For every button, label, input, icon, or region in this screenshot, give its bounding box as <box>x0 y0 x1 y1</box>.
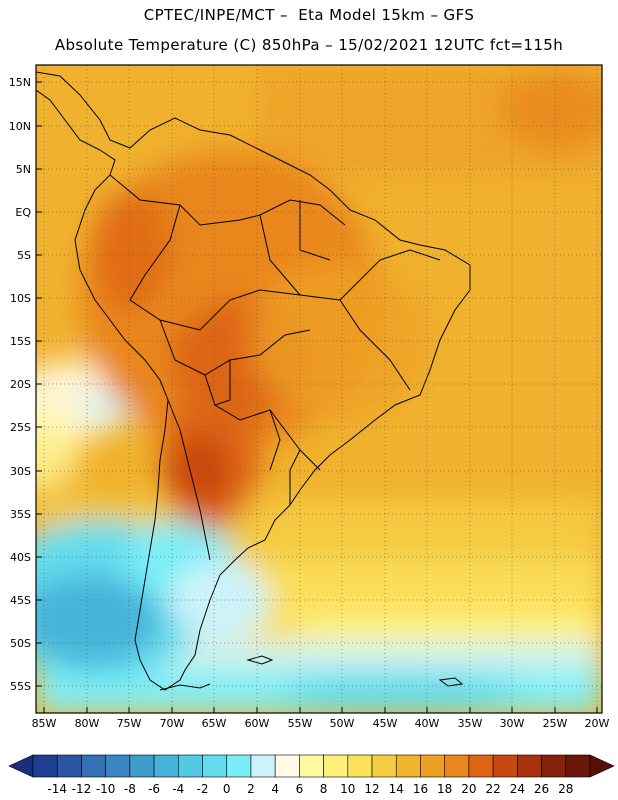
lat-label: 10N <box>9 120 31 133</box>
colorbar-level-label: 28 <box>558 782 573 796</box>
colorbar-level-label: 16 <box>413 782 428 796</box>
colorbar-level-label: 0 <box>223 782 231 796</box>
colorbar-box <box>492 754 518 778</box>
map-frame <box>35 64 603 714</box>
lat-label: 20S <box>10 378 31 391</box>
lat-label: 10S <box>10 292 31 305</box>
lat-label: 25S <box>10 421 31 434</box>
colorbar-box <box>81 754 106 778</box>
latitude-labels: 15N 10N 5N EQ 5S 10S 15S 20S 25S 30S 35S… <box>9 76 32 693</box>
colorbar-box <box>420 754 445 778</box>
map-title-line-2: Absolute Temperature (C) 850hPa – 15/02/… <box>54 36 564 54</box>
colorbar-level-label: 8 <box>320 782 328 796</box>
lon-label: 25W <box>543 717 568 730</box>
colorbar-box <box>153 754 179 778</box>
colorbar-labels: -14 -12 -10 -8 -6 -4 -2 0 2 4 6 8 10 12 14 16 18 20 22 24 26… <box>47 782 573 796</box>
colorbar-under-arrow <box>8 754 34 778</box>
lon-label: 40W <box>415 717 440 730</box>
lat-label: 15S <box>10 335 31 348</box>
lon-label: 65W <box>202 717 227 730</box>
colorbar-box <box>274 754 300 778</box>
colorbar-level-label: 14 <box>389 782 404 796</box>
lon-label: 75W <box>117 717 142 730</box>
colorbar-box <box>541 754 567 778</box>
colorbar-boxes <box>8 754 615 778</box>
colorbar-box <box>32 754 58 778</box>
colorbar-level-label: -14 <box>47 782 67 796</box>
graticule <box>36 65 602 713</box>
colorbar-level-label: 26 <box>534 782 549 796</box>
colorbar-level-label: -2 <box>197 782 209 796</box>
lat-label: 30S <box>10 465 31 478</box>
colorbar-box <box>371 754 397 778</box>
colorbar-level-label: -8 <box>124 782 136 796</box>
longitude-labels: 85W 80W 75W 70W 65W 60W 55W 50W 45W 40W … <box>32 717 610 730</box>
colorbar-level-label: 12 <box>364 782 379 796</box>
lat-label: 40S <box>10 551 31 564</box>
map-title-line-1: CPTEC/INPE/MCT – Eta Model 15km – GFS <box>143 6 475 24</box>
lon-label: 50W <box>330 717 355 730</box>
lon-label: 55W <box>288 717 313 730</box>
lon-label: 70W <box>160 717 185 730</box>
lat-label: 5S <box>17 249 31 262</box>
colorbar-box <box>202 754 228 778</box>
colorbar-box <box>105 754 131 778</box>
colorbar-box <box>56 754 82 778</box>
colorbar-level-label: -12 <box>72 782 92 796</box>
lon-label: 85W <box>32 717 57 730</box>
colorbar-level-label: 4 <box>271 782 279 796</box>
colorbar-box <box>395 754 421 778</box>
lat-label: 55S <box>10 680 31 693</box>
colorbar-box <box>565 754 591 778</box>
lat-label: 45S <box>10 594 31 607</box>
colorbar-level-label: -6 <box>148 782 160 796</box>
lon-label: 80W <box>75 717 100 730</box>
colorbar-level-label: 2 <box>247 782 255 796</box>
lon-label: 45W <box>373 717 398 730</box>
temperature-field <box>36 65 602 713</box>
colorbar-box <box>444 754 470 778</box>
colorbar-level-label: 10 <box>340 782 355 796</box>
colorbar-level-label: 6 <box>296 782 304 796</box>
colorbar-box <box>226 754 252 778</box>
colorbar-box <box>517 754 542 778</box>
colorbar-level-label: 18 <box>437 782 452 796</box>
colorbar-box <box>468 754 494 778</box>
lat-label: EQ <box>15 206 31 219</box>
colorbar-level-label: -10 <box>96 782 116 796</box>
lat-label: 50S <box>10 637 31 650</box>
colorbar-box <box>323 754 349 778</box>
lon-label: 30W <box>500 717 525 730</box>
colorbar-box <box>299 754 324 778</box>
lon-label: 35W <box>458 717 483 730</box>
colorbar-level-label: 20 <box>461 782 476 796</box>
lat-label: 5N <box>16 163 31 176</box>
lon-label: 60W <box>245 717 270 730</box>
lat-label: 15N <box>9 76 31 89</box>
colorbar-box <box>129 754 155 778</box>
colorbar-level-label: -4 <box>172 782 184 796</box>
lon-label: 20W <box>585 717 610 730</box>
colorbar-level-label: 24 <box>510 782 525 796</box>
colorbar-over-arrow <box>589 754 615 778</box>
colorbar-box <box>178 754 203 778</box>
colorbar-box <box>347 754 373 778</box>
colorbar-box <box>250 754 276 778</box>
lat-label: 35S <box>10 508 31 521</box>
colorbar-level-label: 22 <box>485 782 500 796</box>
axis-ticks <box>36 81 598 713</box>
